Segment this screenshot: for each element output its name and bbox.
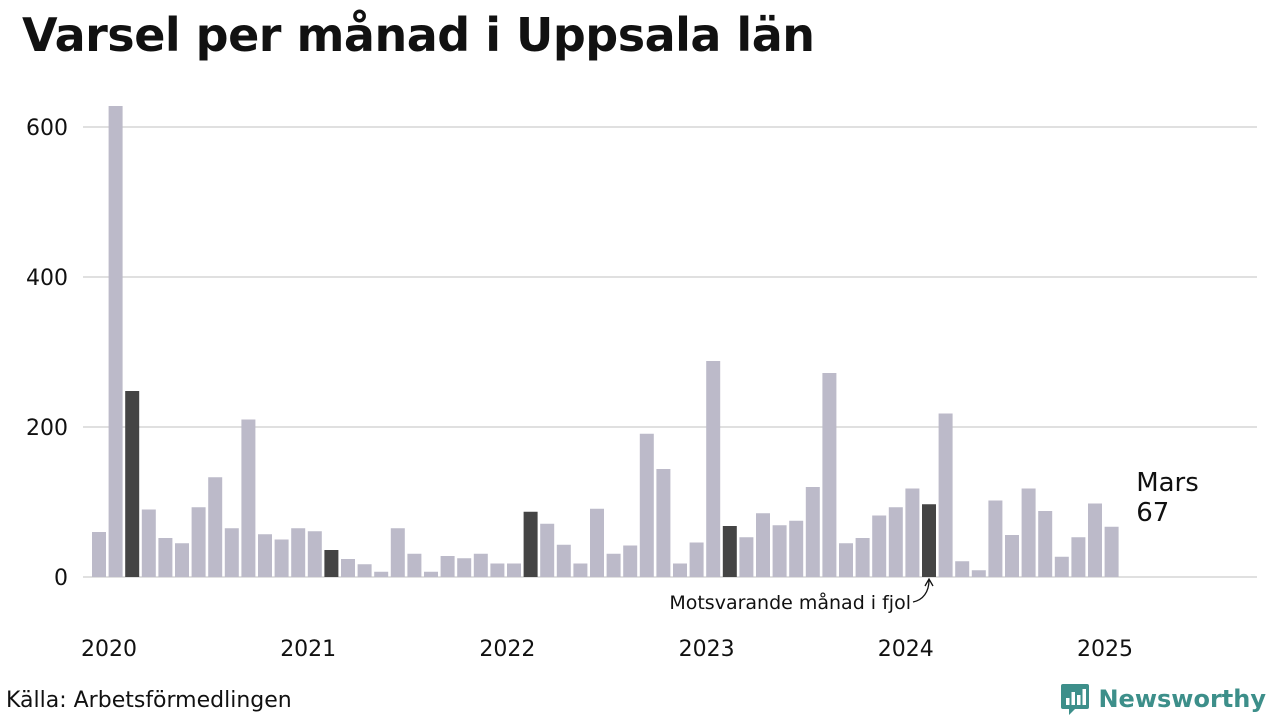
bar xyxy=(407,553,422,577)
bar xyxy=(307,531,322,577)
y-tick-label: 0 xyxy=(54,566,68,591)
bar xyxy=(689,542,704,577)
y-tick-label: 200 xyxy=(26,416,68,441)
brand-name: Newsworthy xyxy=(1098,685,1266,713)
bar xyxy=(556,544,571,577)
bar xyxy=(739,537,754,577)
bar xyxy=(673,563,687,577)
bar xyxy=(922,504,936,577)
bar xyxy=(971,570,986,577)
y-tick-label: 600 xyxy=(26,116,68,141)
bar xyxy=(175,543,189,577)
bar xyxy=(457,558,472,577)
chart-title: Varsel per månad i Uppsala län xyxy=(22,8,815,62)
bar xyxy=(374,571,389,577)
bar xyxy=(623,545,638,577)
bar xyxy=(639,433,654,577)
y-tick-label: 400 xyxy=(26,266,68,291)
annotation-arrow-head xyxy=(924,577,934,587)
x-tick-label: 2025 xyxy=(1077,637,1133,662)
bar xyxy=(1005,535,1019,577)
x-tick-label: 2020 xyxy=(81,637,137,662)
bar xyxy=(507,563,521,577)
bar xyxy=(341,559,355,577)
bar xyxy=(722,526,737,577)
bar xyxy=(1088,503,1102,577)
comparison-annotation: Motsvarande månad i fjol xyxy=(669,591,911,614)
bar xyxy=(191,507,206,577)
bar-chart-speech-bubble-icon xyxy=(1061,684,1090,715)
bar xyxy=(258,534,272,577)
bar xyxy=(839,543,853,577)
current-value-label: 67 xyxy=(1136,498,1169,528)
bar xyxy=(523,511,538,577)
bar xyxy=(490,563,505,577)
bar xyxy=(822,373,837,577)
bar xyxy=(291,528,306,577)
x-tick-label: 2022 xyxy=(479,637,535,662)
bar xyxy=(357,564,372,577)
bar xyxy=(158,538,173,577)
x-tick-label: 2021 xyxy=(280,637,336,662)
bar xyxy=(955,561,970,577)
bar xyxy=(125,391,140,577)
bar xyxy=(789,520,804,577)
x-tick-label: 2024 xyxy=(878,637,934,662)
annotation-arrow-line xyxy=(912,579,930,603)
source-note: Källa: Arbetsförmedlingen xyxy=(6,688,292,713)
bar xyxy=(440,556,455,577)
bar xyxy=(324,550,339,577)
bar xyxy=(590,508,604,577)
bar xyxy=(606,553,621,577)
x-tick-label: 2023 xyxy=(679,637,735,662)
bar xyxy=(390,528,405,577)
bar xyxy=(473,553,488,577)
bar xyxy=(756,513,770,577)
bar xyxy=(224,528,239,577)
bar xyxy=(573,563,588,577)
current-month-label: Mars xyxy=(1136,468,1199,498)
bar xyxy=(141,509,156,577)
bar xyxy=(706,361,721,577)
bar xyxy=(805,487,820,577)
bar xyxy=(92,532,106,577)
bar xyxy=(855,538,870,577)
bar xyxy=(988,500,1003,577)
bar xyxy=(905,488,920,577)
brand-logo: Newsworthy xyxy=(1060,682,1266,716)
bar xyxy=(108,106,123,577)
bar xyxy=(1038,511,1053,577)
bar xyxy=(424,571,438,577)
bar xyxy=(540,523,555,577)
bar xyxy=(1054,556,1069,577)
bar xyxy=(872,515,887,577)
bar xyxy=(1071,537,1086,577)
bar xyxy=(938,413,953,577)
bar xyxy=(241,419,256,577)
bar xyxy=(772,525,787,577)
bar xyxy=(208,477,223,577)
bar xyxy=(1104,526,1119,577)
bar xyxy=(274,539,289,577)
bar xyxy=(888,507,903,577)
bar xyxy=(656,469,671,577)
bar xyxy=(1021,488,1036,577)
